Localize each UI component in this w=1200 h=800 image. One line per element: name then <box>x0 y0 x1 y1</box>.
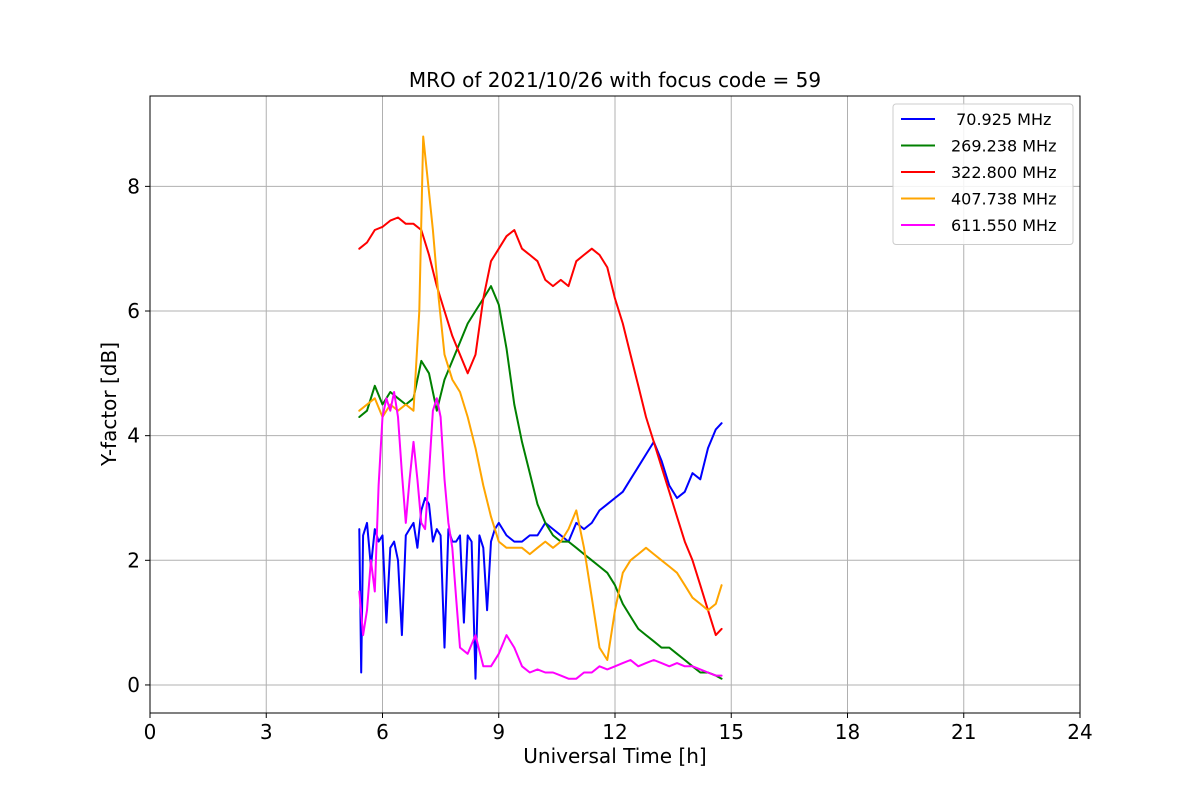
legend: 70.925 MHz 269.238 MHz 322.800 MHz 407.738 … <box>892 103 1074 245</box>
legend-label-4: 611.550 MHz <box>951 216 1056 235</box>
x-tick-label: 12 <box>602 720 627 744</box>
x-tick-label: 6 <box>376 720 389 744</box>
x-tick-label: 3 <box>260 720 273 744</box>
legend-label-2: 322.800 MHz <box>951 163 1056 182</box>
series-line-3 <box>358 135 723 661</box>
y-axis-label: Y-factor [dB] <box>97 342 121 467</box>
chart-title: MRO of 2021/10/26 with focus code = 59 <box>409 68 821 92</box>
series-line-4 <box>358 391 723 680</box>
y-tick-label: 4 <box>127 424 140 448</box>
series-group <box>358 135 723 680</box>
series-line-0 <box>358 422 723 680</box>
x-tick-label: 18 <box>835 720 860 744</box>
x-tick-label: 24 <box>1067 720 1092 744</box>
x-tick-label: 9 <box>492 720 505 744</box>
legend-label-1: 269.238 MHz <box>951 137 1056 156</box>
x-axis-label: Universal Time [h] <box>523 744 706 768</box>
legend-label-3: 407.738 MHz <box>951 190 1056 209</box>
series-line-2 <box>358 216 723 637</box>
x-tick-label: 21 <box>951 720 976 744</box>
y-tick-label: 8 <box>127 174 140 198</box>
legend-label-0: 70.925 MHz <box>951 110 1051 129</box>
y-tick-label: 0 <box>127 673 140 697</box>
series-line-1 <box>358 285 723 680</box>
y-tick-label: 6 <box>127 299 140 323</box>
x-tick-label: 15 <box>719 720 744 744</box>
x-tick-label: 0 <box>144 720 157 744</box>
legend-box <box>892 103 1074 245</box>
y-tick-label: 2 <box>127 548 140 572</box>
